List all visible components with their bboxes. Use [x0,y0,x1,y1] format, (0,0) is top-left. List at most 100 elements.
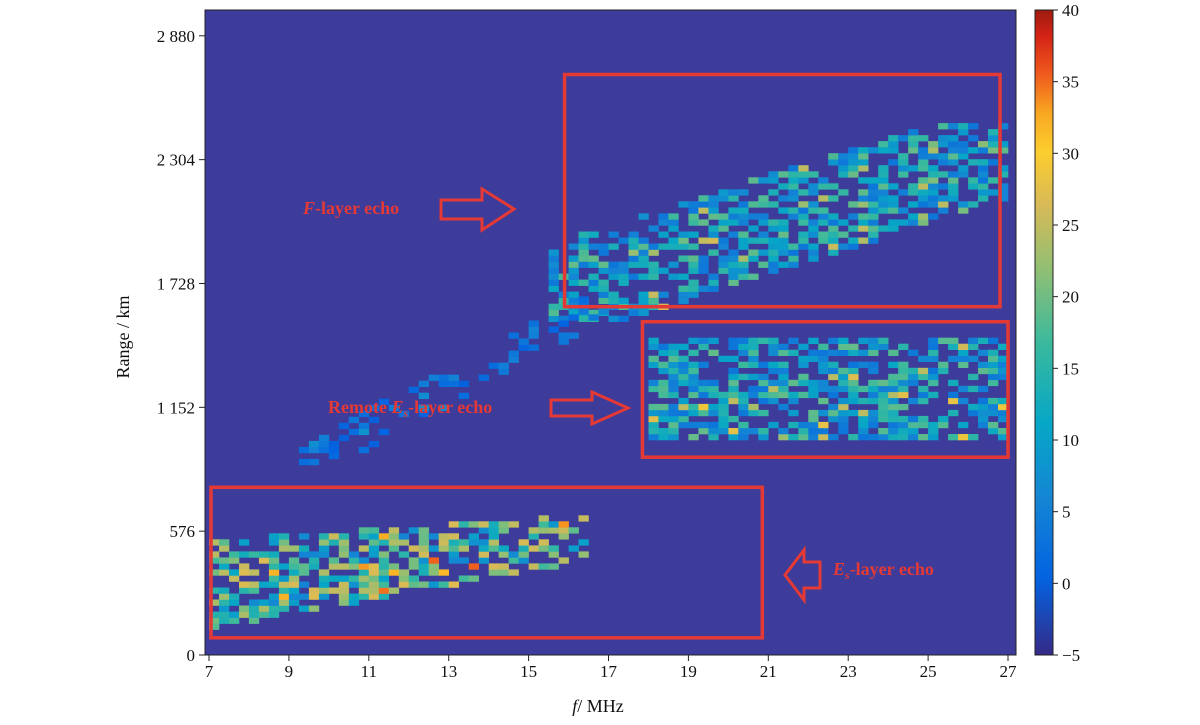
heatmap-cell [718,428,729,435]
heatmap-cell [738,337,749,344]
heatmap-cell [738,213,749,220]
heatmap-cell [808,355,819,362]
heatmap-cell [718,409,729,417]
heatmap-cell [698,391,709,399]
heatmap-cell [878,141,889,148]
x-tick-label: 15 [520,662,537,681]
heatmap-cell [948,391,959,399]
heatmap-cell [368,575,380,582]
heatmap-cell [578,279,589,286]
heatmap-cell [568,297,579,304]
heatmap-cell [308,458,320,466]
heatmap-cell [968,337,979,344]
heatmap-cell [398,569,410,576]
f-layer-arrow-icon [439,186,517,233]
heatmap-cell [438,569,449,576]
heatmap-cell [818,409,829,417]
heatmap-cell [918,367,929,375]
heatmap-cell [668,373,679,381]
x-axis-label: f/ MHz [572,696,624,716]
heatmap-cell [418,404,429,411]
heatmap-cell [798,171,809,178]
heatmap-cell [808,189,819,196]
heatmap-cell [908,379,919,387]
heatmap-cell [998,195,1009,202]
heatmap-cell [928,349,939,356]
heatmap-cell [498,563,509,570]
heatmap-cell [268,539,280,546]
heatmap-cell [928,434,939,441]
heatmap-cell [268,533,280,540]
heatmap-cell [698,409,709,417]
heatmap-cell [488,545,499,552]
heatmap-cell [418,533,429,540]
heatmap-cell [758,219,769,226]
heatmap-cell [478,527,489,534]
heatmap-cell [338,581,350,588]
heatmap-cell [239,569,250,576]
heatmap-cell [748,237,759,244]
heatmap-cell [908,421,919,429]
remote-es-box [640,320,1010,459]
heatmap-cell [278,605,290,612]
heatmap-cell [978,367,989,375]
heatmap-cell [878,391,889,399]
heatmap-cell [778,183,789,190]
heatmap-cell [868,231,879,238]
heatmap-cell [788,243,799,250]
heatmap-cell [898,361,909,368]
heatmap-cell [778,379,789,387]
heatmap-cell [418,539,429,546]
heatmap-cell [288,593,300,600]
heatmap-cell [558,557,569,564]
heatmap-cell [938,195,949,202]
heatmap-cell [978,147,989,154]
x-tick-label: 19 [680,662,697,681]
heatmap-cell [828,153,839,160]
heatmap-cell [758,397,769,405]
heatmap-cell [758,237,769,244]
heatmap-cell [288,557,300,564]
heatmap-cell [698,379,709,387]
heatmap-cell [798,219,809,226]
heatmap-cell [958,147,969,154]
heatmap-cell [418,551,429,558]
heatmap-cell [928,355,939,362]
heatmap-cell [268,611,280,618]
heatmap-cell [558,521,569,528]
heatmap-cell [358,587,370,594]
heatmap-cell [568,243,579,250]
heatmap-cell [788,249,799,256]
heatmap-cell [908,349,919,356]
heatmap-cell [318,581,330,588]
heatmap-cell [808,379,819,387]
heatmap-cell [858,153,869,160]
heatmap-cell [798,391,809,399]
heatmap-cell [908,373,919,381]
heatmap-cell [718,255,729,262]
plot-area [204,9,1017,656]
heatmap-cell [768,237,779,244]
heatmap-cell [728,373,739,381]
heatmap-cell [748,225,759,232]
heatmap-cell [638,273,649,280]
heatmap-cell [728,391,739,399]
heatmap-cell [878,415,889,423]
heatmap-cell [728,213,739,220]
heatmap-cell [848,201,859,208]
heatmap-cell [239,563,250,570]
heatmap-cell [209,569,220,576]
heatmap-cell [778,243,789,250]
heatmap-cell [338,545,350,552]
heatmap-cell [828,409,839,417]
heatmap-cell [508,356,519,363]
heatmap-cell [728,273,739,280]
heatmap-cell [568,332,579,339]
heatmap-cell [608,243,619,250]
heatmap-cell [788,189,799,196]
heatmap-cell [858,195,869,202]
heatmap-cell [778,434,789,441]
heatmap-cell [608,291,619,298]
heatmap-cell [688,379,699,387]
heatmap-cell [798,177,809,184]
